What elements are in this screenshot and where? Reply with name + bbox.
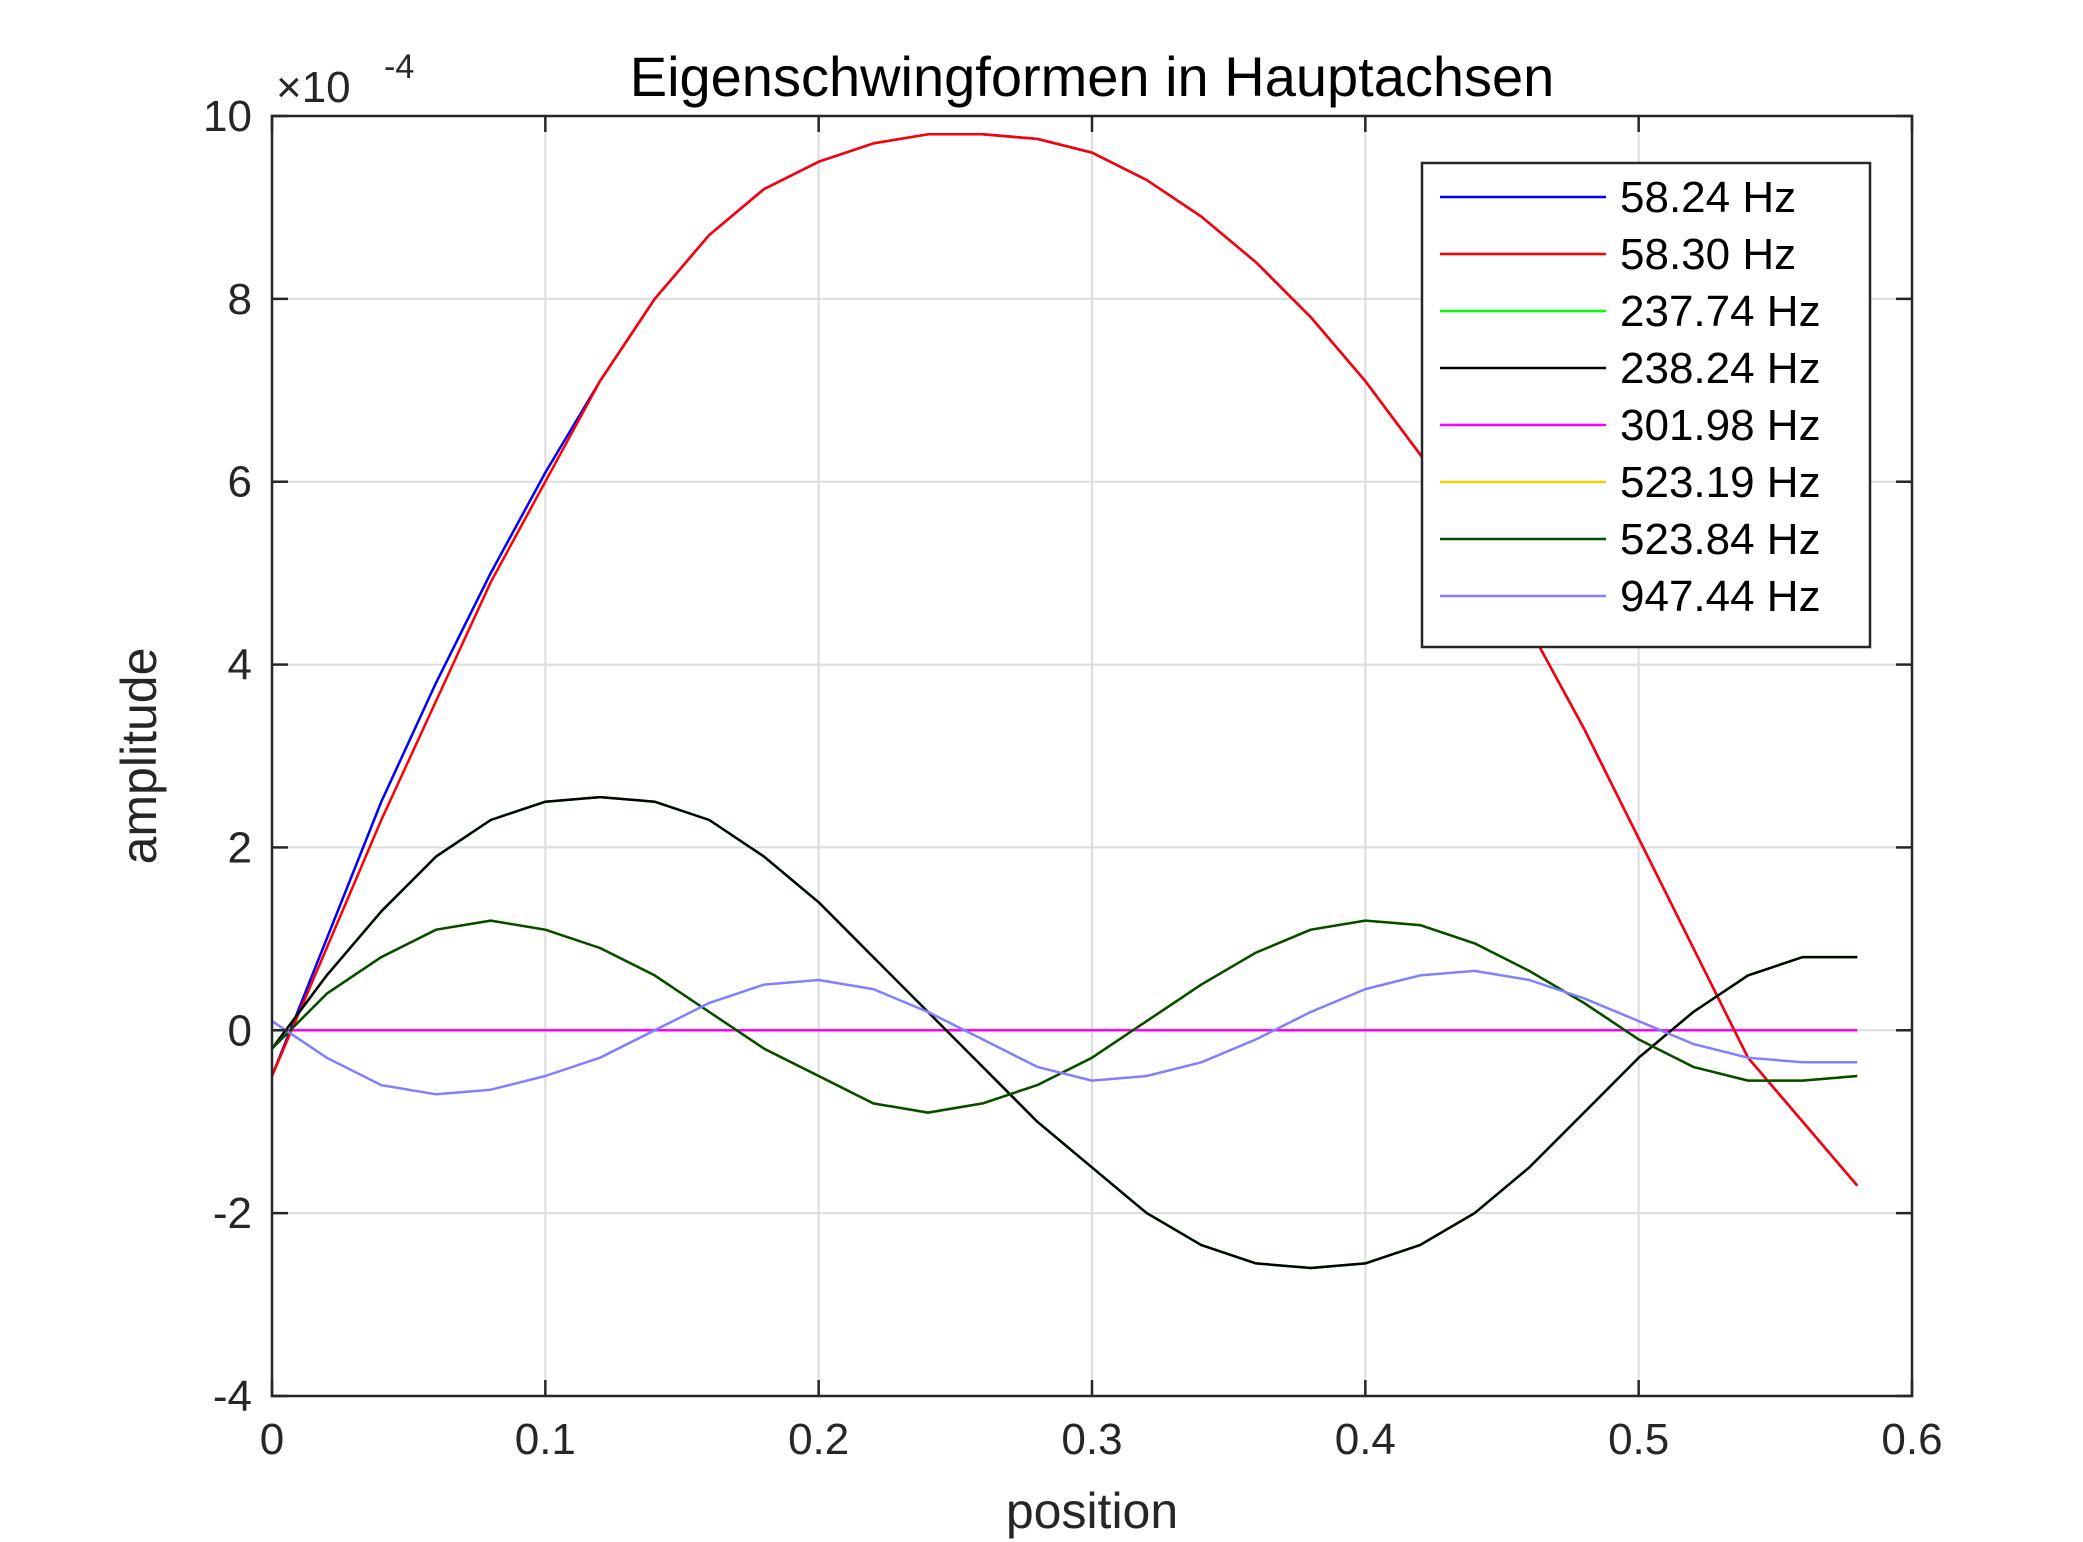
- series-line-58-30-hz: [270, 133, 1859, 1187]
- x-tick-labels: 0 0.1 0.2 0.3 0.4 0.5 0.6: [260, 1415, 1943, 1464]
- y-tick-label: 0: [228, 1006, 252, 1055]
- series-line-238-24-hz: [270, 795, 1858, 1270]
- y-scale-exponent: -4: [384, 48, 414, 86]
- y-tick-label: 4: [228, 641, 252, 690]
- y-tick-label: 8: [228, 275, 252, 324]
- x-tick-label: 0.1: [515, 1415, 576, 1464]
- legend-label: 947.44 Hz: [1620, 572, 1821, 621]
- x-tick-label: 0.5: [1608, 1415, 1669, 1464]
- legend-label: 523.84 Hz: [1620, 515, 1821, 564]
- legend-label: 237.74 Hz: [1620, 287, 1821, 336]
- x-tick-label: 0: [260, 1415, 284, 1464]
- y-scale-multiplier: ×10: [276, 63, 351, 112]
- y-tick-label: 2: [228, 823, 252, 872]
- legend-label: 58.30 Hz: [1620, 230, 1796, 279]
- legend-label: 58.24 Hz: [1620, 173, 1796, 222]
- y-tick-label: -2: [213, 1189, 252, 1238]
- legend-label: 301.98 Hz: [1620, 401, 1821, 450]
- series-line-947-44-hz: [271, 969, 1858, 1096]
- y-tick-label: -4: [213, 1372, 252, 1421]
- y-axis-label: amplitude: [111, 648, 167, 865]
- series-line-523-84-hz: [271, 919, 1858, 1114]
- x-axis-label: position: [1006, 1483, 1178, 1539]
- legend: 58.24 Hz 58.30 Hz 237.74 Hz 238.24 Hz 301.98…: [1420, 161, 1872, 649]
- y-tick-label: 10: [203, 92, 252, 141]
- legend-box: [1420, 161, 1872, 649]
- legend-label: 523.19 Hz: [1620, 458, 1821, 507]
- legend-label: 238.24 Hz: [1620, 344, 1821, 393]
- x-tick-label: 0.6: [1881, 1415, 1942, 1464]
- x-tick-label: 0.2: [788, 1415, 849, 1464]
- x-tick-label: 0.4: [1335, 1415, 1396, 1464]
- ticks: [270, 114, 1914, 1398]
- y-tick-label: 6: [228, 458, 252, 507]
- plot-area: [270, 133, 1859, 1270]
- chart-title: Eigenschwingformen in Hauptachsen: [630, 45, 1555, 108]
- x-tick-label: 0.3: [1061, 1415, 1122, 1464]
- y-tick-labels: -4 -2 0 2 4 6 8 10: [203, 92, 252, 1421]
